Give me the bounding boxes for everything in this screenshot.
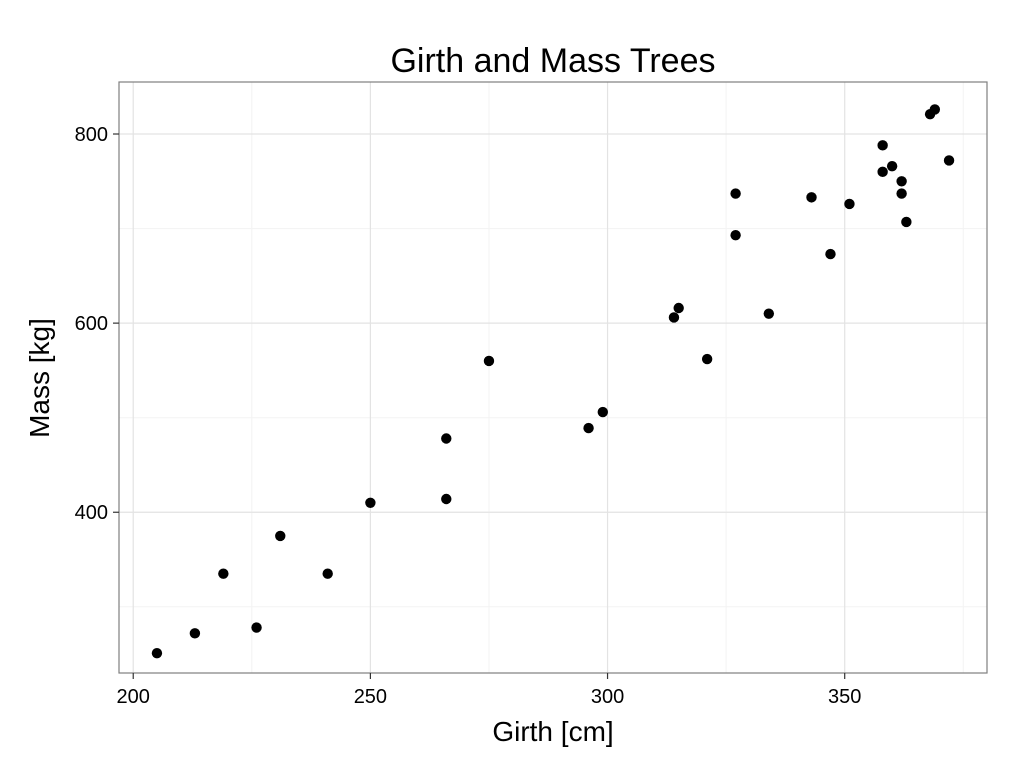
y-tick-label: 800 bbox=[75, 124, 108, 146]
data-point bbox=[583, 422, 594, 434]
minor-gridlines bbox=[119, 82, 987, 673]
data-point bbox=[929, 104, 941, 115]
data-point bbox=[251, 622, 262, 633]
data-point bbox=[365, 497, 376, 508]
x-tick-label: 300 bbox=[591, 686, 624, 708]
data-point bbox=[877, 166, 888, 178]
data-point bbox=[322, 568, 333, 579]
chart-title: Girth and Mass Trees bbox=[390, 42, 715, 80]
x-tick-label: 250 bbox=[354, 686, 387, 708]
data-point bbox=[730, 188, 741, 199]
data-point bbox=[877, 140, 888, 151]
data-point bbox=[701, 353, 713, 365]
plot-panel-border bbox=[118, 81, 988, 674]
y-tick-label: 400 bbox=[75, 502, 108, 524]
x-tick-label: 350 bbox=[828, 686, 861, 708]
data-point bbox=[896, 188, 907, 199]
data-point bbox=[441, 493, 452, 505]
data-point bbox=[189, 628, 201, 639]
data-point bbox=[275, 530, 286, 542]
data-point bbox=[886, 160, 898, 172]
data-point bbox=[825, 248, 836, 260]
x-axis-title: Girth [cm] bbox=[492, 716, 613, 747]
data-point bbox=[483, 355, 495, 367]
data-point bbox=[218, 568, 229, 579]
data-point bbox=[597, 406, 609, 418]
data-point bbox=[730, 229, 741, 241]
data-point bbox=[673, 302, 684, 314]
data-point bbox=[806, 192, 817, 203]
data-points bbox=[151, 104, 955, 659]
major-gridlines bbox=[119, 82, 987, 673]
x-axis: 200 250 300 350 bbox=[117, 673, 861, 708]
data-point bbox=[151, 647, 163, 659]
y-tick-label: 600 bbox=[75, 313, 108, 335]
x-tick-label: 200 bbox=[117, 686, 150, 708]
data-point bbox=[668, 312, 680, 323]
data-point bbox=[763, 308, 775, 319]
data-point bbox=[901, 216, 912, 228]
data-point bbox=[441, 433, 452, 444]
y-axis: 400 600 800 bbox=[75, 124, 119, 524]
y-axis-title: Mass [kg] bbox=[24, 318, 55, 438]
data-point bbox=[896, 176, 907, 187]
data-point bbox=[943, 155, 955, 166]
data-point bbox=[844, 198, 855, 210]
